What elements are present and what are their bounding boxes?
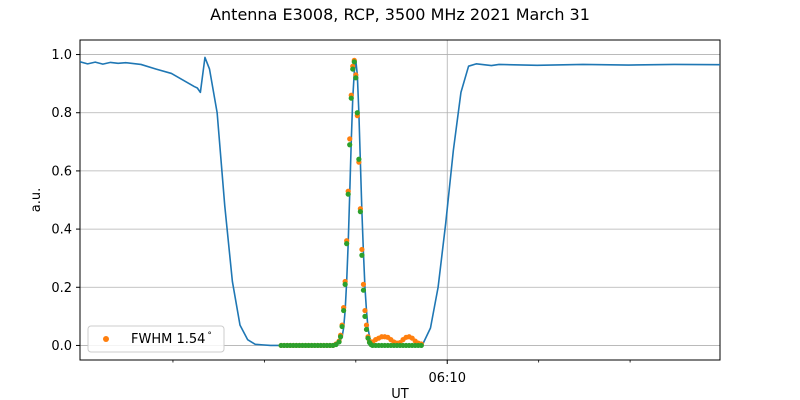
y-tick-label: 1.0 [51, 48, 72, 63]
data-point [359, 252, 365, 258]
data-point [344, 241, 350, 247]
data-point [354, 110, 360, 116]
legend-label-fwhm: FWHM 1.54 [131, 332, 205, 347]
data-point [363, 322, 370, 328]
series-line-0 [80, 56, 720, 347]
data-point [357, 209, 363, 215]
legend: FWHM 1.54 ° [87, 325, 225, 353]
data-point [345, 191, 351, 197]
legend-entry-fwhm: FWHM 1.54 ° [131, 331, 212, 347]
data-point [365, 335, 371, 341]
data-point [351, 59, 357, 65]
y-tick-label: 0.6 [51, 164, 72, 179]
legend-degree: ° [207, 331, 212, 341]
data-point [347, 142, 353, 148]
y-tick-label: 0.4 [51, 223, 72, 238]
data-point [362, 313, 368, 319]
series-points-2 [278, 59, 424, 349]
data-point [341, 307, 347, 314]
data-point [353, 75, 359, 81]
data-point [362, 307, 368, 314]
plot-area [80, 56, 720, 349]
y-axis-label: a.u. [29, 188, 44, 212]
data-point [350, 66, 356, 72]
y-tick-label: 0.8 [51, 106, 72, 121]
y-tick-label: 0.2 [51, 281, 72, 296]
data-point [348, 95, 354, 101]
data-point [360, 281, 367, 287]
x-ticks: 06:10 [172, 360, 631, 386]
data-point [337, 334, 344, 340]
data-point [342, 281, 348, 287]
data-point [356, 156, 362, 162]
data-point [336, 339, 342, 345]
legend-marker-fwhm [103, 336, 109, 342]
x-axis-label: UT [391, 387, 409, 400]
plot-frame [79, 39, 721, 361]
axes [79, 39, 721, 361]
x-tick-label: 06:10 [429, 371, 466, 386]
legend-box [87, 325, 225, 353]
y-tick-label: 0.0 [51, 339, 72, 354]
chart-title: Antenna E3008, RCP, 3500 MHz 2021 March … [210, 5, 590, 24]
data-point [339, 323, 345, 330]
data-point [347, 136, 353, 142]
data-point [363, 326, 370, 333]
y-ticks: 0.0 0.2 0.4 0.6 0.8 1.0 [51, 48, 80, 354]
data-point [418, 342, 424, 349]
data-point [360, 287, 367, 293]
data-point [359, 246, 365, 253]
